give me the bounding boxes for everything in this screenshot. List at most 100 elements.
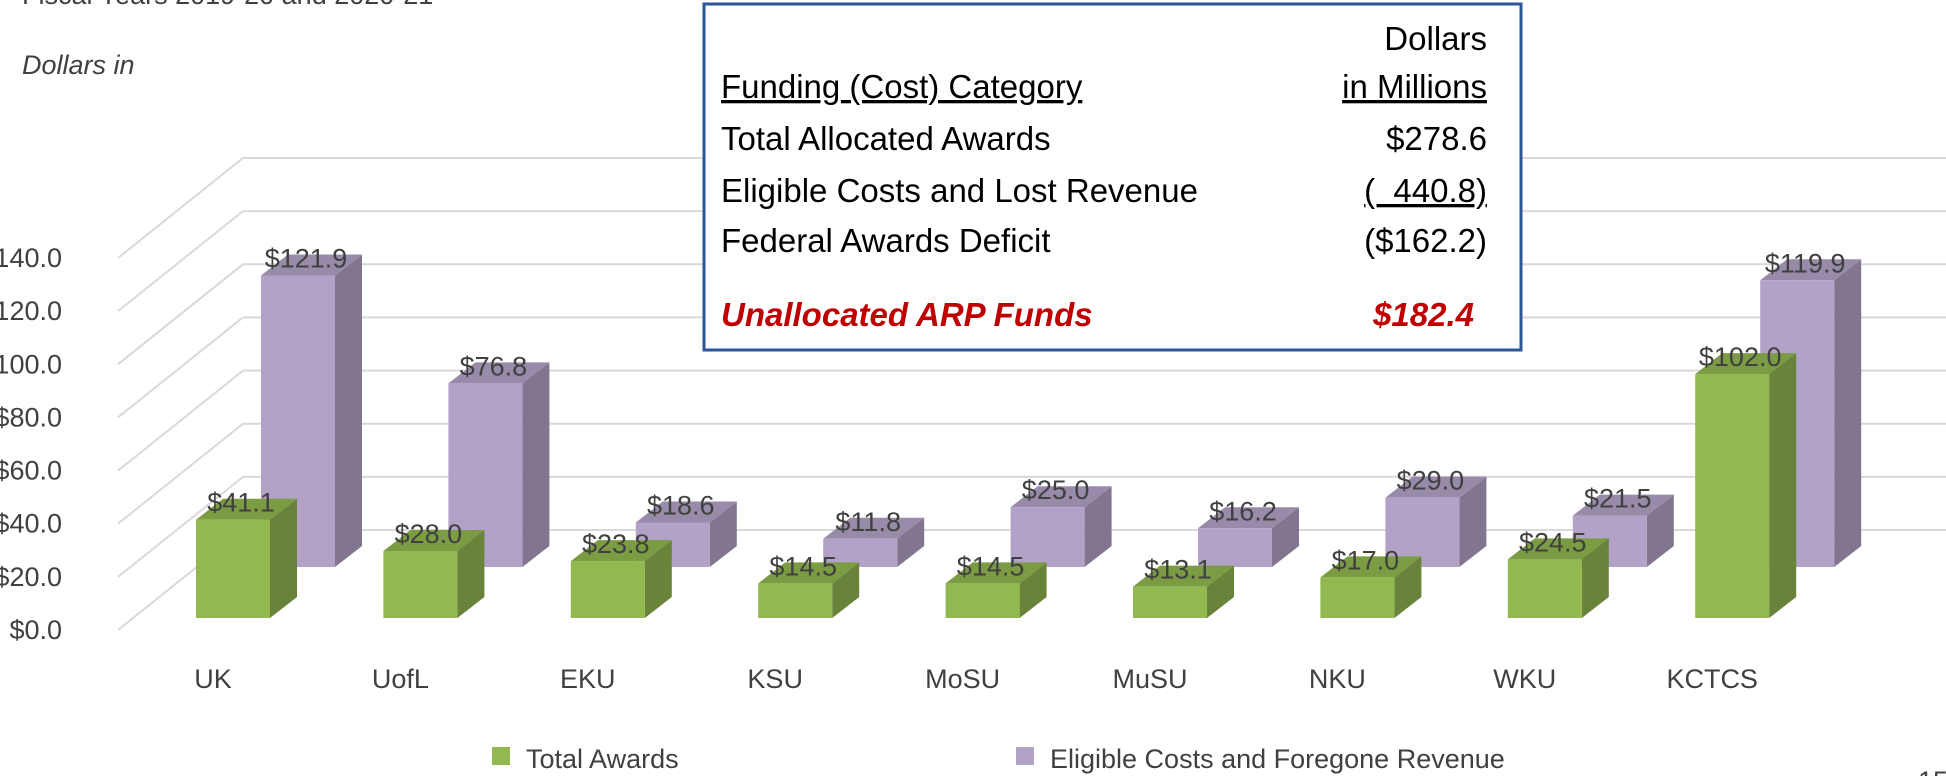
data-label: $23.8	[582, 529, 650, 559]
data-label: $102.0	[1699, 342, 1782, 372]
bar-side	[1207, 565, 1234, 618]
legend-swatch	[1016, 747, 1034, 765]
bar-top	[758, 562, 860, 584]
bar-top	[635, 501, 737, 523]
data-label: $17.0	[1332, 545, 1400, 575]
bar-side	[1646, 494, 1674, 567]
bar	[1198, 528, 1272, 567]
bar-top	[1507, 538, 1609, 560]
y-tick-label: $40.0	[0, 509, 62, 539]
data-label: $25.0	[1022, 475, 1090, 505]
bar-side	[1459, 476, 1487, 567]
data-label: $24.5	[1519, 527, 1587, 557]
y-tick-label: $80.0	[0, 402, 62, 432]
page-number: 15	[1918, 766, 1946, 776]
header-cell: in Millions	[1342, 68, 1487, 105]
bar	[1385, 497, 1460, 567]
data-label: $29.0	[1397, 466, 1465, 496]
bar-top	[1320, 556, 1422, 578]
bar-top	[1010, 486, 1112, 508]
bar-top	[1385, 476, 1487, 498]
bar-top	[1198, 507, 1299, 529]
legend-swatch	[492, 747, 510, 765]
bar-top	[823, 517, 925, 539]
grid-line	[117, 475, 1946, 578]
x-tick-label: KSU	[747, 664, 803, 694]
bar-top	[945, 562, 1047, 584]
table-box	[702, 2, 1523, 352]
y-tick-label: $140.0	[0, 243, 62, 273]
x-tick-label: EKU	[560, 664, 616, 694]
data-label: $76.8	[460, 351, 528, 381]
y-tick-label: $20.0	[0, 562, 62, 592]
table-cell: ($162.2)	[1364, 222, 1487, 259]
grid-line	[117, 422, 1946, 525]
bar-top	[448, 362, 550, 384]
header-cell: Dollars	[1384, 20, 1487, 57]
bar-side	[897, 517, 925, 567]
x-tick-label: WKU	[1493, 664, 1556, 694]
data-label: $28.0	[395, 519, 463, 549]
header-cell: Funding (Cost) Category	[721, 68, 1083, 105]
data-label: $18.6	[647, 491, 715, 521]
table-cell: Unallocated ARP Funds	[721, 296, 1093, 333]
bar	[1320, 577, 1395, 618]
table-cell: $278.6	[1386, 120, 1487, 157]
bar-side	[1084, 486, 1112, 567]
grid-line	[117, 369, 1946, 472]
x-tick-label: MoSU	[925, 664, 1000, 694]
bar	[1010, 507, 1085, 567]
bar-side	[1272, 507, 1299, 567]
bar	[945, 583, 1020, 618]
bar-side	[1834, 259, 1862, 567]
bar-side	[832, 562, 860, 618]
data-label: $21.5	[1584, 484, 1652, 514]
bar-top	[196, 498, 297, 520]
legend-label: Eligible Costs and Foregone Revenue	[1050, 744, 1505, 774]
x-tick-label: NKU	[1309, 664, 1366, 694]
y-axis-label: Dollars in	[22, 50, 135, 80]
bar-top	[1695, 353, 1797, 375]
x-tick-label: UK	[194, 664, 232, 694]
table-cell: Eligible Costs and Lost Revenue	[721, 172, 1198, 209]
bar-side	[1019, 562, 1047, 618]
table-cell: ( 440.8)	[1364, 172, 1487, 209]
bar-side	[270, 498, 297, 618]
legend-label: Total Awards	[526, 744, 679, 774]
data-label: $41.1	[207, 488, 275, 518]
bar-side	[1394, 556, 1422, 618]
plot: $0.0 $20.0 $40.0 $60.0 $80.0 $100.0 $120.0 $140…	[0, 157, 1946, 774]
bar-top	[383, 530, 485, 552]
y-tick-label: $100.0	[0, 349, 62, 379]
x-tick-label: UofL	[372, 664, 429, 694]
x-tick-label: MuSU	[1112, 664, 1187, 694]
bar-side	[335, 254, 362, 567]
y-tick-label: $60.0	[0, 456, 62, 486]
subtitle: Fiscal Years 2019-20 and 2020-21	[22, 0, 433, 10]
data-label: $14.5	[769, 551, 837, 581]
bar-side	[457, 530, 485, 618]
bar-side	[1769, 353, 1797, 618]
bar-top	[570, 540, 672, 562]
bar	[1695, 374, 1770, 618]
inset-table: Dollars Funding (Cost) Category in Milli…	[702, 2, 1523, 352]
bar	[823, 538, 898, 567]
data-label: $16.2	[1209, 496, 1277, 526]
data-label: $13.1	[1144, 555, 1212, 585]
y-tick-label: $0.0	[9, 615, 62, 645]
bar	[1507, 559, 1582, 618]
bar-side	[522, 362, 550, 567]
data-label: $119.9	[1765, 248, 1846, 278]
bar	[758, 583, 833, 618]
data-label: $121.9	[265, 243, 348, 273]
data-label: $14.5	[957, 551, 1025, 581]
table-cell: Total Allocated Awards	[721, 120, 1051, 157]
bar-side	[1581, 538, 1609, 618]
bar	[196, 519, 270, 618]
bar	[383, 551, 458, 618]
table-cell: Federal Awards Deficit	[721, 222, 1051, 259]
bar-side	[644, 540, 672, 618]
bar-top	[1572, 494, 1674, 516]
bar-top	[261, 254, 362, 276]
